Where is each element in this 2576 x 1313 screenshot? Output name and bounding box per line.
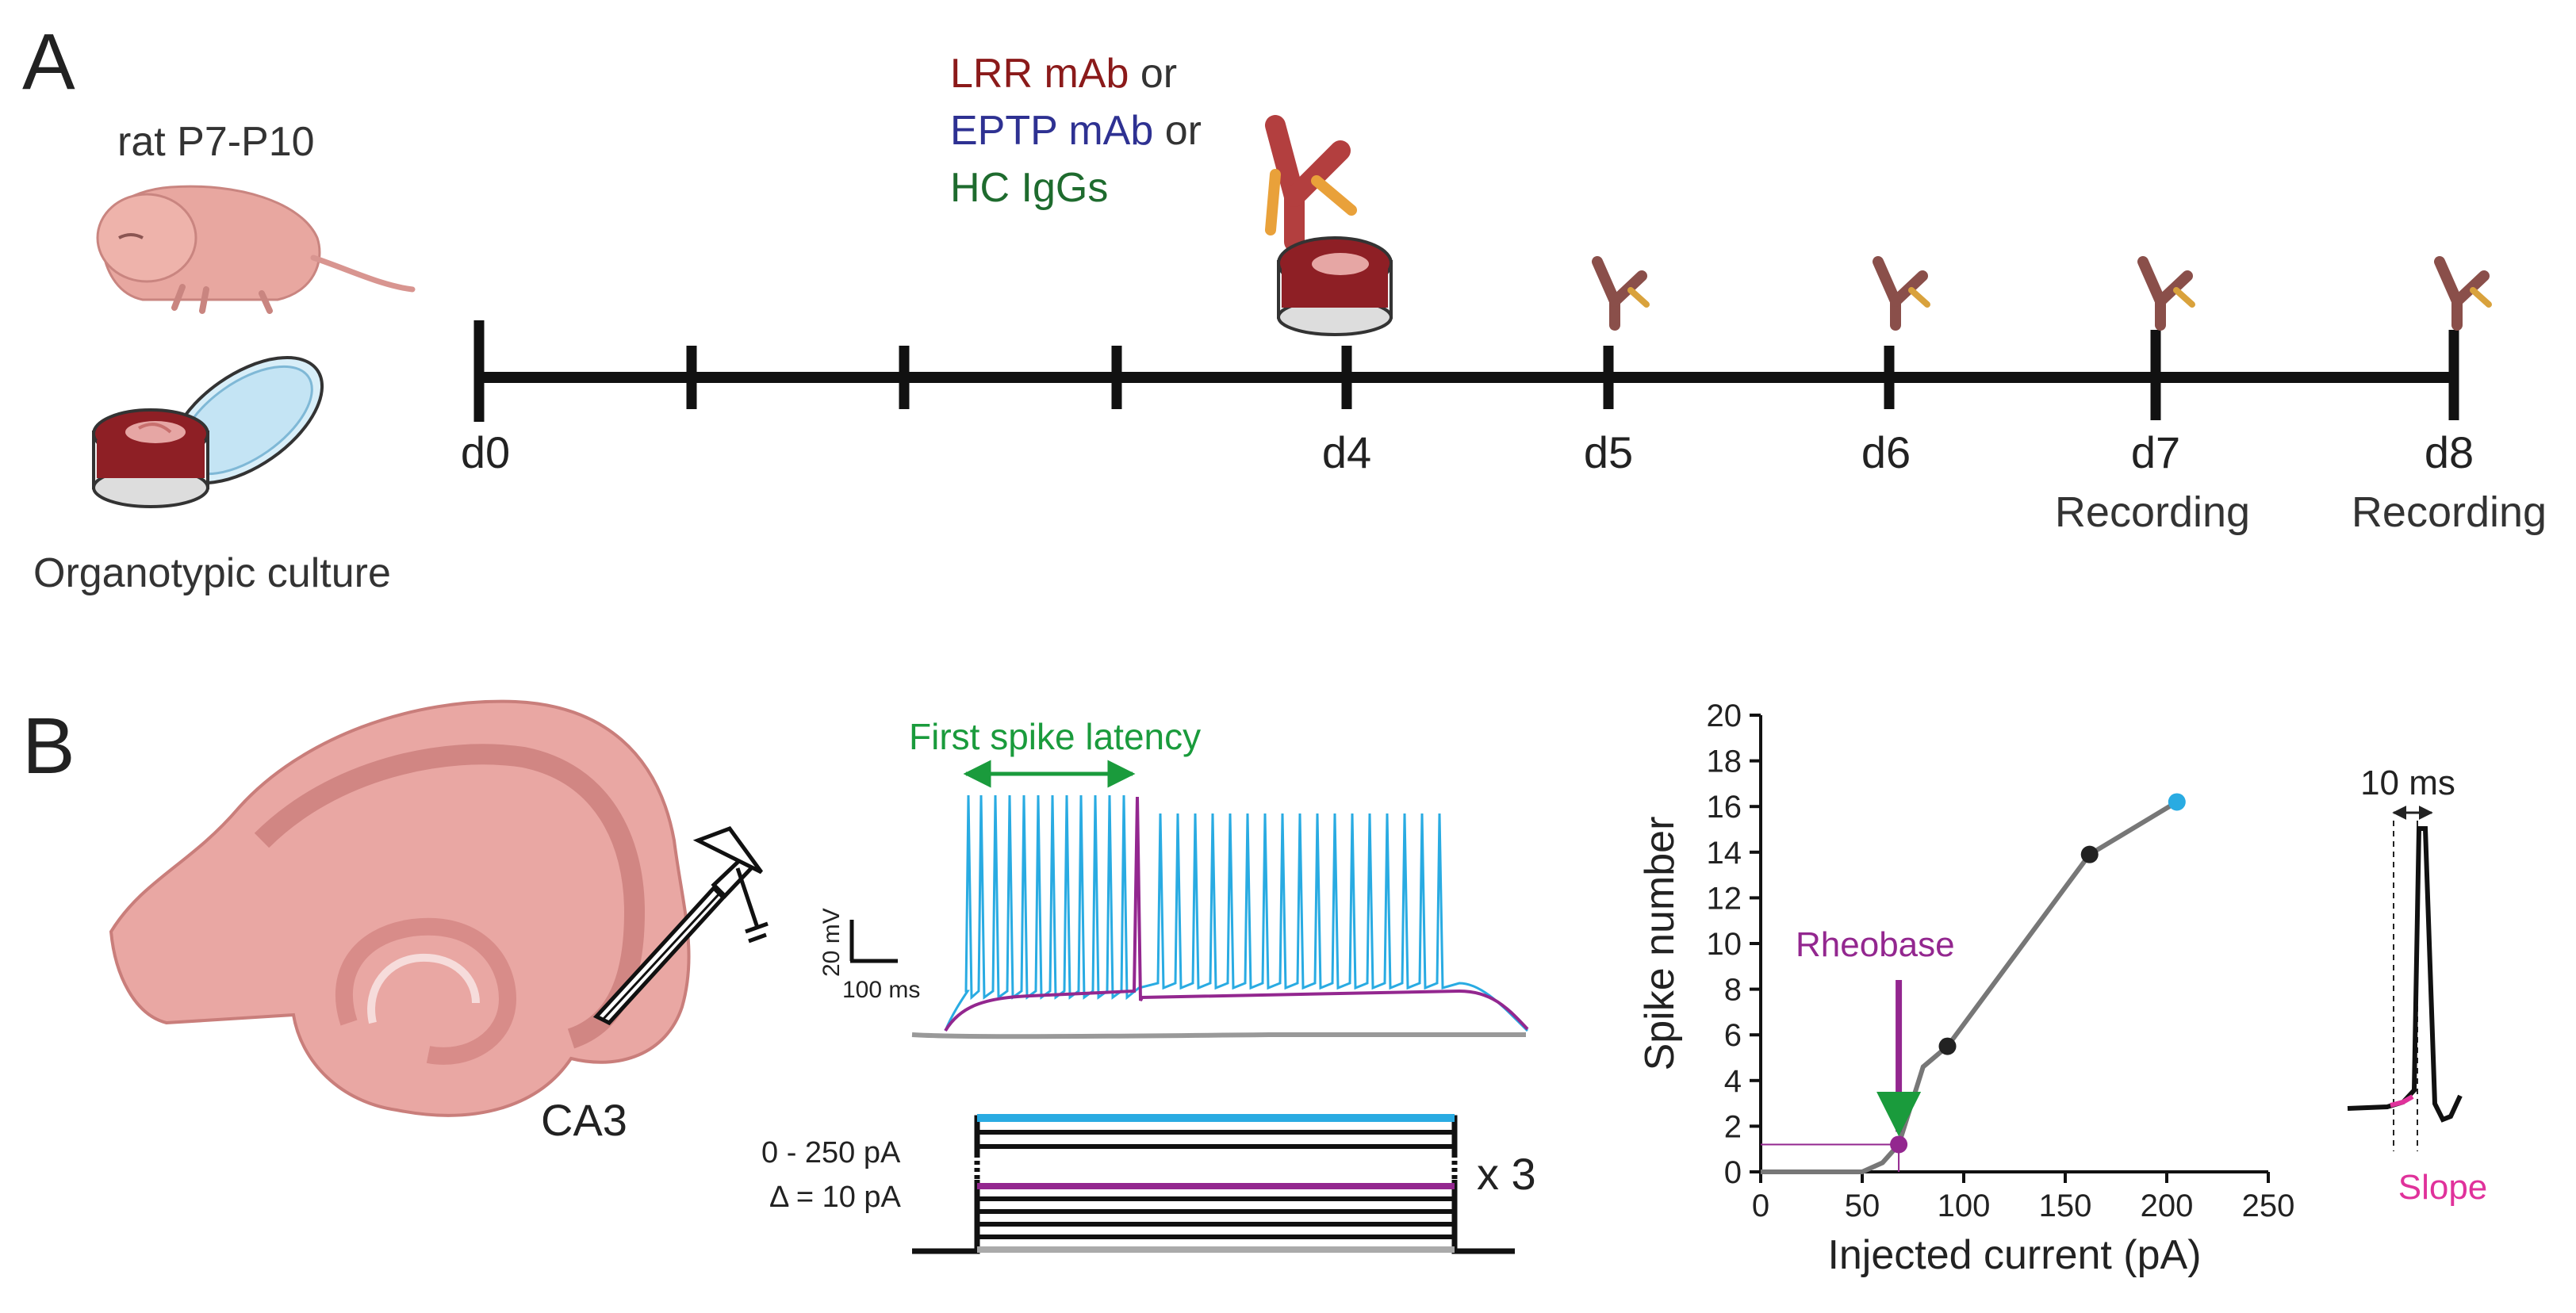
spike-waveform — [2347, 826, 2463, 1123]
chart-x-tick-label: 100 — [1938, 1189, 1991, 1223]
scale-bar-voltage: 20 mV — [818, 908, 845, 977]
spike-slope-segment — [2390, 1094, 2414, 1108]
treatment-hc-name: HC IgGs — [950, 165, 1108, 211]
chart-y-tick-label: 10 — [1707, 927, 1742, 962]
chart-x-ticks: 0 50 100 150 200 250 — [1752, 1172, 2295, 1223]
chart-data-point — [2080, 845, 2099, 863]
culture-label: Organotypic culture — [33, 550, 391, 596]
step-protocol: 0 - 250 pA Δ = 10 pA x 3 — [761, 1114, 1536, 1254]
small-antibody-d5-icon — [1592, 256, 1650, 331]
chart-x-tick-label: 250 — [2242, 1189, 2295, 1223]
chart-data-point — [1938, 1037, 1957, 1055]
recording-label-d8: Recording — [2352, 488, 2547, 536]
chart-data-point — [2168, 793, 2186, 811]
spike-width-inset: 10 ms Slope — [2347, 764, 2488, 1207]
treatment-legend: LRR mAb or EPTP mAb or HC IgGs — [950, 51, 1202, 211]
spike-width-label: 10 ms — [2360, 764, 2455, 802]
rheobase-label: Rheobase — [1796, 925, 1955, 964]
chart-y-tick-label: 20 — [1707, 699, 1742, 733]
timeline-label-d4: d4 — [1322, 427, 1371, 477]
animal-label: rat P7-P10 — [117, 119, 315, 165]
chart-markers — [1890, 793, 2186, 1154]
chart-y-ticks: 0 2 4 6 8 10 12 14 16 18 20 — [1707, 699, 1761, 1190]
chart-y-tick-label: 12 — [1707, 881, 1742, 916]
petri-dish-icon — [1277, 236, 1393, 336]
chart-x-label: Injected current (pA) — [1827, 1232, 2201, 1278]
timeline-label-d0: d0 — [461, 427, 510, 477]
small-antibody-d7-icon — [2137, 256, 2195, 331]
treatment-lrr-suffix: or — [1129, 51, 1177, 97]
chart-y-tick-label: 4 — [1724, 1064, 1742, 1099]
recording-label-d7: Recording — [2055, 488, 2250, 536]
treatment-eptp: EPTP mAb or — [950, 108, 1202, 154]
timeline-label-d6: d6 — [1861, 427, 1911, 477]
fi-curve-line — [1761, 799, 2179, 1174]
treatment-eptp-name: EPTP mAb — [950, 108, 1153, 154]
treatment-lrr-name: LRR mAb — [950, 51, 1129, 97]
small-antibody-d6-icon — [1873, 256, 1930, 331]
treatment-eptp-suffix: or — [1153, 108, 1202, 154]
panel-a-label: A — [22, 17, 75, 106]
region-label: CA3 — [541, 1095, 627, 1145]
panel-b-label: B — [22, 702, 75, 790]
rheobase-trace — [944, 796, 1529, 1032]
fi-curve-chart: 0 50 100 150 200 250 0 2 4 6 8 10 12 14 16 18 20 Inject… — [1637, 699, 2294, 1278]
chart-x-tick-label: 200 — [2141, 1189, 2194, 1223]
chart-x-tick-label: 0 — [1752, 1189, 1769, 1223]
treatment-hc: HC IgGs — [950, 165, 1108, 211]
slope-label: Slope — [2398, 1168, 2488, 1207]
protocol-repeats: x 3 — [1477, 1149, 1536, 1199]
chart-x-tick-label: 150 — [2039, 1189, 2092, 1223]
scale-bar-time: 100 ms — [842, 977, 920, 1003]
chart-y-tick-label: 6 — [1724, 1018, 1742, 1053]
latency-label: First spike latency — [909, 716, 1201, 757]
chart-y-tick-label: 18 — [1707, 745, 1742, 779]
treatment-lrr: LRR mAb or — [950, 51, 1177, 97]
timeline: d0 d4 d5 d6 d7 d8 Recording Recording — [461, 320, 2547, 536]
rat-pup-illustration — [96, 185, 416, 314]
chart-y-label: Spike number — [1637, 817, 1683, 1071]
protocol-step: Δ = 10 pA — [769, 1181, 902, 1214]
baseline-trace — [911, 1032, 1526, 1039]
chart-data-point — [1890, 1135, 1908, 1154]
timeline-label-d7: d7 — [2131, 427, 2180, 477]
rheobase-guide-line — [1761, 1143, 1900, 1172]
patch-pipette-icon — [592, 825, 769, 1026]
chart-y-tick-label: 2 — [1724, 1109, 1742, 1144]
timeline-label-d8: d8 — [2425, 427, 2474, 477]
petri-dish-illustration — [92, 356, 324, 508]
scale-bar: 20 mV 100 ms — [818, 908, 920, 1003]
chart-y-tick-label: 16 — [1707, 790, 1742, 825]
chart-y-tick-label: 14 — [1707, 836, 1742, 871]
rheobase-guides — [1761, 1143, 1900, 1172]
antibody-icon — [1265, 115, 1357, 252]
small-antibody-d8-icon — [2434, 256, 2492, 331]
chart-x-tick-label: 50 — [1845, 1189, 1880, 1223]
protocol-range: 0 - 250 pA — [761, 1136, 901, 1169]
chart-y-tick-label: 8 — [1724, 973, 1742, 1008]
timeline-label-d5: d5 — [1584, 427, 1633, 477]
max-current-trace — [944, 794, 1529, 1032]
hippocampus-slice-illustration — [109, 699, 691, 1117]
chart-y-tick-label: 0 — [1724, 1155, 1742, 1190]
